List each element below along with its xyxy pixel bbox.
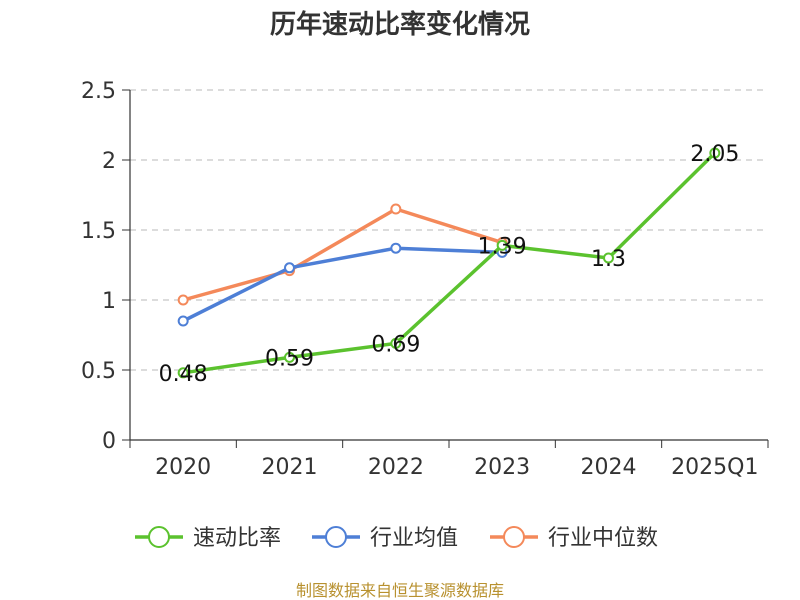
series-0-point-1 xyxy=(284,351,295,363)
y-tick-label-3: 1.5 xyxy=(81,219,116,244)
series-line-1 xyxy=(181,246,504,323)
series-0-point-2 xyxy=(390,337,402,349)
data-label-1: 0.59 xyxy=(265,346,314,371)
axes: 0 0.5 1 1.5 2 2.5 2020 2021 2022 2023 2024 2025Q1 xyxy=(81,79,769,480)
series-0-point-4 xyxy=(603,252,614,264)
x-tick-label-2025Q1: 2025Q1 xyxy=(671,455,758,480)
x-tick-label-2024: 2024 xyxy=(581,455,637,480)
legend-marker-0 xyxy=(148,526,170,548)
data-label-4: 1.3 xyxy=(591,247,626,272)
series-1-point-1 xyxy=(284,262,295,274)
y-tick-label-0: 0 xyxy=(102,429,116,454)
legend-marker-1 xyxy=(325,526,347,548)
data-label-0: 0.48 xyxy=(159,362,208,387)
y-tick-label-1: 0.5 xyxy=(81,359,116,384)
data-label-3: 1.39 xyxy=(478,234,527,259)
series-0-point-5 xyxy=(709,147,721,159)
series-0-point-3 xyxy=(496,239,508,251)
series-line-0 xyxy=(181,151,717,375)
y-tick-label-5: 2.5 xyxy=(81,79,116,104)
series-line-2 xyxy=(181,207,504,302)
series-layer xyxy=(177,147,721,379)
y-tick-label-2: 1 xyxy=(102,289,116,314)
source-note: 制图数据来自恒生聚源数据库 xyxy=(296,581,504,600)
series-0-point-0 xyxy=(177,367,189,379)
y-tick-label-4: 2 xyxy=(102,149,116,174)
chart-title: 历年速动比率变化情况 xyxy=(270,9,530,40)
x-tick-label-2023: 2023 xyxy=(474,455,530,480)
x-tick-label-2020: 2020 xyxy=(155,455,211,480)
series-1-point-0 xyxy=(177,315,189,327)
legend-label-2: 行业中位数 xyxy=(548,526,658,551)
legend: 速动比率 行业均值 行业中位数 xyxy=(135,526,658,551)
legend-label-1: 行业均值 xyxy=(370,526,458,551)
x-tick-label-2021: 2021 xyxy=(262,455,318,480)
series-2-point-0 xyxy=(177,294,189,306)
data-labels: 0.48 0.59 0.69 1.39 1.3 2.05 xyxy=(159,142,740,387)
x-tick-label-2022: 2022 xyxy=(368,455,424,480)
grid-lines xyxy=(130,89,768,371)
series-1-point-2 xyxy=(390,242,402,254)
legend-label-0: 速动比率 xyxy=(193,526,281,551)
legend-marker-2 xyxy=(503,526,525,548)
data-label-2: 0.69 xyxy=(371,332,420,357)
series-2-point-2 xyxy=(390,203,402,215)
data-label-5: 2.05 xyxy=(690,142,739,167)
